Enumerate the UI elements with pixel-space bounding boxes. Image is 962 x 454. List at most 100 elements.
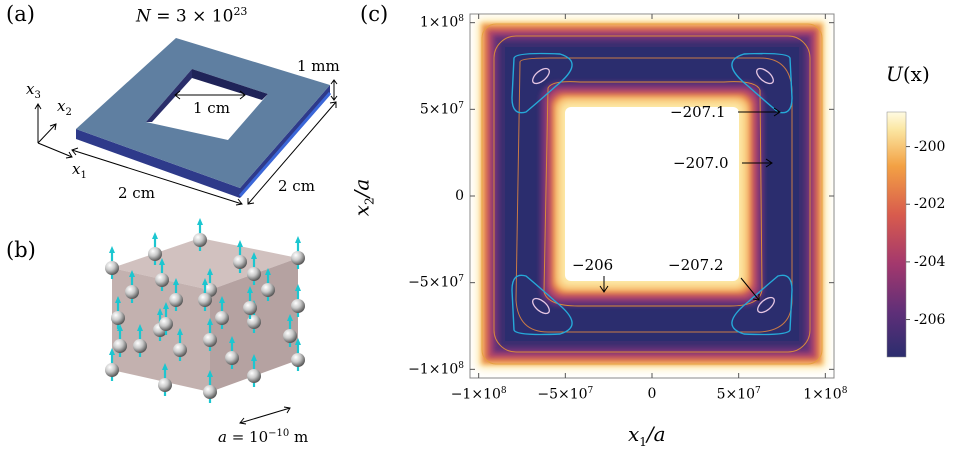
- slab-front-side: [76, 129, 240, 198]
- spin-arrowhead: [251, 354, 257, 361]
- spin-site: [111, 296, 125, 329]
- contour-pocket-tl: [511, 52, 573, 114]
- hole-label: 1 cm: [193, 99, 230, 117]
- spin-arrowhead: [109, 246, 115, 253]
- atom: [291, 299, 305, 313]
- spin-site: [215, 296, 229, 329]
- spin-site: [225, 336, 239, 369]
- spin-site: [155, 258, 169, 291]
- panel-c-label: (c): [360, 2, 389, 26]
- spin-site: [247, 252, 261, 285]
- spin-arrowhead: [207, 318, 213, 325]
- spin-site: [233, 240, 247, 273]
- spin-arrowhead: [157, 308, 163, 315]
- right-length-arrow: [247, 101, 337, 205]
- colorbar: [886, 111, 907, 358]
- x-tick-label: 5×107: [716, 386, 761, 403]
- contour-pocket-tr: [731, 52, 793, 114]
- spin-site: [158, 363, 172, 396]
- atom: [247, 369, 261, 383]
- lattice-spacing-arrow: [239, 407, 291, 424]
- spin-arrowhead: [287, 314, 293, 321]
- axis-x2-label: x2: [57, 97, 72, 118]
- spin-arrowhead: [173, 278, 179, 285]
- heatmap-field: [478, 20, 826, 368]
- atom: [173, 343, 187, 357]
- atom: [291, 251, 305, 265]
- spin-site: [203, 318, 217, 351]
- spin-site: [203, 370, 217, 403]
- atom: [105, 261, 119, 275]
- contour-min-tl: [532, 67, 550, 85]
- spin-arrowhead: [177, 328, 183, 335]
- spin-arrowhead: [109, 348, 115, 355]
- axis-x1-line: [37, 142, 73, 158]
- spin-arrowhead: [152, 232, 158, 239]
- spin-arrowhead: [117, 324, 123, 331]
- axis-x1-label: x1: [72, 160, 87, 181]
- spin-site: [198, 278, 212, 311]
- atom: [155, 273, 169, 287]
- x-tick-label: 0: [647, 386, 657, 402]
- title-N: N: [136, 6, 151, 27]
- spin-arrowhead: [295, 236, 301, 243]
- x-tick-marks: [478, 14, 826, 378]
- spin-site: [159, 302, 173, 335]
- atom: [291, 353, 305, 367]
- spin-site: [105, 348, 119, 381]
- colorbar-title: U(x): [886, 62, 930, 86]
- atom: [243, 301, 257, 315]
- axis-x3-label: x3: [26, 80, 41, 101]
- spin-site: [291, 338, 305, 371]
- particle-count-title: N = 3 × 1023: [136, 5, 247, 27]
- atom: [203, 333, 217, 347]
- annotation-207-1: −207.1: [670, 103, 726, 121]
- right-length-label: 2 cm: [278, 177, 315, 195]
- spin-site: [173, 328, 187, 361]
- spin-arrowhead: [197, 218, 203, 225]
- atom: [233, 255, 247, 269]
- x-tick-label: −1×108: [450, 386, 507, 403]
- y-tick-label: −1×108: [408, 361, 464, 378]
- spin-arrowhead: [207, 268, 213, 275]
- atom: [193, 233, 207, 247]
- lattice-spacing-label: a = 10−10 m: [218, 428, 309, 446]
- atom: [125, 285, 139, 299]
- panel-a-label: (a): [6, 2, 35, 26]
- y-tick-label: 5×107: [419, 101, 464, 118]
- spin-site: [125, 270, 139, 303]
- front-length-arrow: [71, 149, 243, 205]
- colorbar-tick-label: -206: [914, 311, 946, 328]
- colorbar-tick-label: -204: [914, 253, 946, 270]
- arrow-207-2: [740, 277, 760, 301]
- spin-site: [291, 236, 305, 269]
- spin-arrowhead: [237, 240, 243, 247]
- atom: [198, 293, 212, 307]
- y-axis-label: x2/a: [349, 178, 377, 217]
- y-tick-marks: [470, 22, 834, 370]
- slab-right-edge-highlight: [238, 92, 332, 197]
- axis-x2-line: [37, 123, 57, 144]
- atom: [261, 283, 275, 297]
- y-tick-label: 1×108: [419, 14, 464, 31]
- spin-arrowhead: [159, 258, 165, 265]
- atom: [215, 311, 229, 325]
- panel-b-label: (b): [6, 238, 36, 262]
- atom: [133, 339, 147, 353]
- y-tick-label: 0: [455, 188, 464, 204]
- atom: [283, 329, 297, 343]
- spin-site: [169, 278, 183, 311]
- spin-arrowhead: [202, 278, 208, 285]
- spin-arrowhead: [163, 302, 169, 309]
- x-axis-label: x1/a: [628, 422, 666, 449]
- hole-inner-wall-right: [192, 69, 268, 100]
- annotation-207-2: −207.2: [668, 256, 724, 274]
- spin-arrowhead: [219, 296, 225, 303]
- x-tick-label: −5×107: [537, 386, 594, 403]
- spin-site: [247, 354, 261, 387]
- y-tick-label: −5×107: [408, 274, 464, 291]
- spin-arrowhead: [207, 370, 213, 377]
